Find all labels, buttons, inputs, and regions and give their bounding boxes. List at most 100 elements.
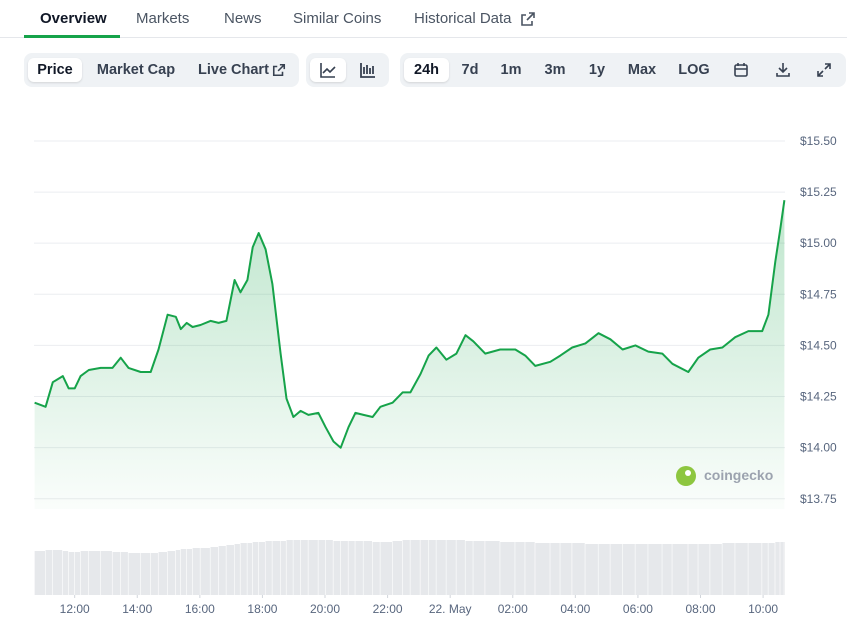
- y-tick-label: $14.25: [800, 390, 837, 404]
- volume-bar: [252, 542, 259, 595]
- x-tick-label: 16:00: [185, 602, 215, 616]
- watermark: coingecko: [676, 466, 773, 486]
- volume-bar: [333, 541, 341, 595]
- range-button[interactable]: 1y: [588, 62, 606, 78]
- volume-bar: [226, 545, 234, 595]
- volume-bar: [158, 552, 168, 595]
- volume-bar: [465, 541, 473, 595]
- y-tick-label: $14.50: [800, 338, 837, 352]
- volume-bar: [300, 540, 308, 595]
- candle-chart-icon[interactable]: [359, 61, 377, 79]
- volume-bar: [572, 543, 585, 595]
- volume-bar: [175, 550, 181, 595]
- y-tick-label: $14.00: [800, 441, 837, 455]
- volume-bar: [515, 542, 525, 595]
- volume-bar: [392, 541, 403, 595]
- volume-bar: [550, 543, 560, 595]
- volume-bar: [688, 544, 698, 595]
- range-button[interactable]: 24h: [404, 58, 449, 82]
- volume-bar: [112, 552, 121, 595]
- volume-bar: [485, 541, 500, 595]
- volume-bar: [286, 540, 293, 595]
- volume-bar: [402, 540, 410, 595]
- tab[interactable]: Markets: [136, 10, 190, 27]
- tab[interactable]: News: [224, 10, 262, 27]
- volume-bar: [192, 548, 200, 595]
- volume-bar: [247, 543, 253, 595]
- range-button[interactable]: 3m: [544, 62, 566, 78]
- line-chart-icon: [320, 63, 336, 78]
- volume-bar: [420, 540, 428, 595]
- fullscreen-icon[interactable]: [815, 61, 833, 79]
- range-button[interactable]: 7d: [461, 62, 479, 78]
- volume-bar: [180, 549, 187, 595]
- tab[interactable]: Historical Data: [414, 10, 512, 27]
- volume-bar: [128, 553, 141, 595]
- range-button[interactable]: Max: [627, 62, 657, 78]
- volume-bar: [735, 543, 748, 595]
- volume-bar: [218, 546, 226, 595]
- x-tick-label: 22. May: [429, 602, 472, 616]
- y-tick-label: $14.75: [800, 287, 837, 301]
- volume-bar: [68, 552, 75, 595]
- volume-bar: [780, 542, 784, 595]
- volume-bar: [308, 540, 318, 595]
- volume-bar: [348, 541, 355, 595]
- volume-bar: [710, 544, 722, 595]
- volume-bar: [372, 542, 380, 595]
- volume-bar: [186, 549, 193, 595]
- volume-bar: [446, 540, 456, 595]
- active-tab-underline: [24, 35, 120, 38]
- range-button[interactable]: 1m: [500, 62, 522, 78]
- range-button[interactable]: LOG: [678, 62, 710, 78]
- volume-bar: [525, 542, 535, 595]
- volume-bar: [355, 541, 363, 595]
- volume-bar: [52, 550, 63, 595]
- calendar-icon[interactable]: [732, 61, 750, 79]
- volume-bar: [585, 544, 598, 595]
- volume-bar: [380, 542, 393, 595]
- volume-bar: [635, 544, 648, 595]
- x-tick-label: 18:00: [247, 602, 277, 616]
- volume-bar: [436, 540, 446, 595]
- volume-bar: [258, 542, 265, 595]
- volume-bar: [80, 551, 89, 595]
- external-link-icon: [521, 12, 535, 26]
- volume-bar: [768, 543, 775, 595]
- y-tick-label: $13.75: [800, 492, 837, 506]
- metric-button[interactable]: Live Chart: [198, 62, 269, 78]
- volume-bar: [473, 541, 485, 595]
- x-tick-label: 02:00: [498, 602, 528, 616]
- volume-bar: [748, 543, 762, 595]
- tab[interactable]: Overview: [40, 10, 107, 27]
- volume-bar: [598, 544, 610, 595]
- volume-bar: [662, 544, 672, 595]
- volume-bar: [775, 542, 780, 595]
- price-line: [34, 200, 786, 449]
- volume-bar: [210, 547, 219, 595]
- volume-bar: [410, 540, 420, 595]
- volume-bar: [500, 542, 515, 595]
- volume-bar: [672, 544, 688, 595]
- metric-button[interactable]: Price: [28, 58, 82, 82]
- tab[interactable]: Similar Coins: [293, 10, 382, 27]
- metric-button[interactable]: Market Cap: [96, 62, 176, 78]
- download-icon[interactable]: [774, 61, 792, 79]
- volume-bar: [265, 541, 272, 595]
- volume-bar: [648, 544, 662, 595]
- volume-bar: [535, 543, 550, 595]
- x-tick-label: 14:00: [122, 602, 152, 616]
- volume-bar: [140, 553, 151, 595]
- volume-bar: [280, 541, 286, 595]
- volume-bar: [62, 551, 69, 595]
- volume-bar: [200, 548, 210, 595]
- volume-bar: [272, 541, 280, 595]
- external-link-icon: [272, 63, 286, 77]
- volume-bar: [45, 550, 53, 595]
- volume-bar: [120, 552, 128, 595]
- volume-bar: [698, 544, 710, 595]
- x-tick-label: 20:00: [310, 602, 340, 616]
- x-tick-label: 08:00: [685, 602, 715, 616]
